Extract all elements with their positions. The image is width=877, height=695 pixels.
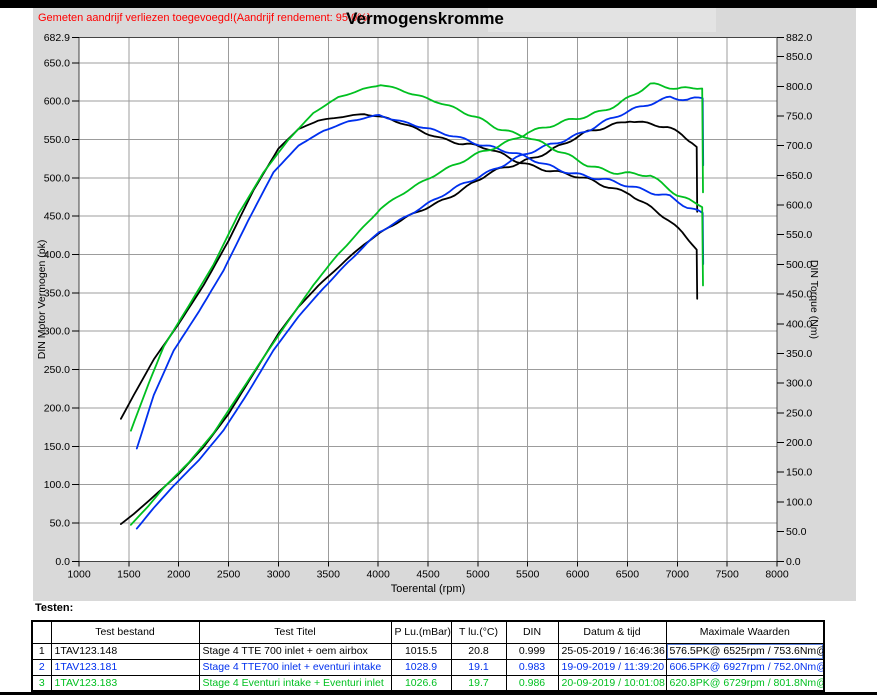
pressure-cell[interactable]: 1026.6: [390, 674, 452, 692]
svg-text:350.0: 350.0: [786, 348, 812, 360]
svg-text:100.0: 100.0: [44, 479, 70, 491]
col-header-max-values: Maximale Waarden: [665, 620, 825, 644]
svg-text:400.0: 400.0: [786, 318, 812, 330]
svg-text:250.0: 250.0: [44, 364, 70, 376]
pressure-cell[interactable]: 1028.9: [390, 658, 452, 676]
max-values-cell[interactable]: 606.5PK@ 6927rpm / 752.0Nm@ 4010rpm: [665, 658, 825, 676]
svg-text:6500: 6500: [616, 568, 640, 580]
svg-text:6000: 6000: [566, 568, 590, 580]
svg-text:500.0: 500.0: [786, 259, 812, 271]
svg-text:5500: 5500: [516, 568, 540, 580]
test-file-cell[interactable]: 1TAV123.181: [50, 658, 200, 676]
col-header-datetime: Datum & tijd: [557, 620, 667, 644]
table-row[interactable]: 2 1TAV123.181 Stage 4 TTE700 inlet + eve…: [31, 658, 825, 676]
svg-text:200.0: 200.0: [44, 402, 70, 414]
svg-text:550.0: 550.0: [44, 134, 70, 146]
svg-text:150.0: 150.0: [786, 467, 812, 479]
svg-text:DIN Torque (Nm): DIN Torque (Nm): [808, 260, 820, 339]
svg-text:800.0: 800.0: [786, 81, 812, 93]
title-backdrop: [488, 8, 716, 32]
max-values-cell[interactable]: 620.8PK@ 6729rpm / 801.8Nm@ 4025rpm: [665, 674, 825, 692]
svg-text:3000: 3000: [267, 568, 291, 580]
temperature-cell[interactable]: 19.7: [450, 674, 507, 692]
svg-text:450.0: 450.0: [44, 211, 70, 223]
svg-text:2000: 2000: [167, 568, 191, 580]
svg-text:50.0: 50.0: [50, 517, 71, 529]
svg-text:650.0: 650.0: [786, 170, 812, 182]
din-cell[interactable]: 0.983: [505, 658, 559, 676]
row-number: 2: [31, 658, 52, 676]
svg-text:3500: 3500: [317, 568, 341, 580]
test-file-cell[interactable]: 1TAV123.148: [50, 642, 200, 660]
svg-text:Toerental (rpm): Toerental (rpm): [391, 583, 466, 595]
test-title-cell[interactable]: Stage 4 TTE700 inlet + eventuri intake: [198, 658, 392, 676]
table-header-row: Test bestand Test Titel P Lu.(mBar) T lu…: [31, 620, 825, 644]
test-title-cell[interactable]: Stage 4 Eventuri intake + Eventuri inlet: [198, 674, 392, 692]
svg-text:350.0: 350.0: [44, 287, 70, 299]
svg-text:50.0: 50.0: [786, 526, 807, 538]
dyno-chart: 682.9 650.0 600.0 550.0 500.0 450.0 400.0 350.0…: [36, 32, 820, 595]
svg-text:882.0: 882.0: [786, 32, 812, 44]
tests-table: Test bestand Test Titel P Lu.(mBar) T lu…: [31, 620, 825, 692]
svg-text:4500: 4500: [416, 568, 440, 580]
col-header-test-title: Test Titel: [198, 620, 392, 644]
svg-text:550.0: 550.0: [786, 229, 812, 241]
svg-text:500.0: 500.0: [44, 172, 70, 184]
svg-text:0.0: 0.0: [55, 556, 70, 568]
svg-text:7000: 7000: [666, 568, 690, 580]
svg-text:700.0: 700.0: [786, 140, 812, 152]
svg-text:8000: 8000: [765, 568, 789, 580]
svg-text:650.0: 650.0: [44, 57, 70, 69]
svg-text:600.0: 600.0: [44, 96, 70, 108]
table-row[interactable]: 1 1TAV123.148 Stage 4 TTE 700 inlet + oe…: [31, 642, 825, 660]
drivetrain-loss-note: Gemeten aandrijf verliezen toegevoegd!(A…: [38, 12, 371, 24]
svg-text:250.0: 250.0: [786, 407, 812, 419]
col-header-index: [31, 620, 52, 644]
svg-text:2500: 2500: [217, 568, 241, 580]
temperature-cell[interactable]: 19.1: [450, 658, 507, 676]
svg-text:150.0: 150.0: [44, 441, 70, 453]
svg-text:300.0: 300.0: [786, 378, 812, 390]
pressure-cell[interactable]: 1015.5: [390, 642, 452, 660]
svg-text:5000: 5000: [466, 568, 490, 580]
datetime-cell[interactable]: 25-05-2019 / 16:46:36: [557, 642, 667, 660]
chart-title: Vermogenskromme: [346, 9, 504, 28]
col-header-temperature: T lu.(°C): [450, 620, 507, 644]
svg-text:850.0: 850.0: [786, 51, 812, 63]
svg-text:300.0: 300.0: [44, 326, 70, 338]
din-cell[interactable]: 0.986: [505, 674, 559, 692]
table-row[interactable]: 3 1TAV123.183 Stage 4 Eventuri intake + …: [31, 674, 825, 692]
svg-text:1000: 1000: [67, 568, 91, 580]
svg-text:450.0: 450.0: [786, 289, 812, 301]
col-header-din: DIN: [505, 620, 559, 644]
svg-text:4000: 4000: [366, 568, 390, 580]
datetime-cell[interactable]: 19-09-2019 / 11:39:20: [557, 658, 667, 676]
chart-panel: Gemeten aandrijf verliezen toegevoegd!(A…: [33, 8, 856, 601]
svg-text:750.0: 750.0: [786, 110, 812, 122]
test-title-cell[interactable]: Stage 4 TTE 700 inlet + oem airbox: [198, 642, 392, 660]
svg-text:7500: 7500: [715, 568, 739, 580]
tests-heading: Testen:: [35, 602, 74, 614]
test-file-cell[interactable]: 1TAV123.183: [50, 674, 200, 692]
col-header-test-file: Test bestand: [50, 620, 200, 644]
svg-text:0.0: 0.0: [786, 556, 801, 568]
svg-text:682.9: 682.9: [44, 32, 70, 44]
temperature-cell[interactable]: 20.8: [450, 642, 507, 660]
svg-text:200.0: 200.0: [786, 437, 812, 449]
svg-text:400.0: 400.0: [44, 249, 70, 261]
col-header-pressure: P Lu.(mBar): [390, 620, 452, 644]
bottom-border: [0, 692, 877, 695]
datetime-cell[interactable]: 20-09-2019 / 10:01:08: [557, 674, 667, 692]
svg-text:100.0: 100.0: [786, 496, 812, 508]
row-number: 3: [31, 674, 52, 692]
top-border: [0, 0, 877, 8]
svg-text:1500: 1500: [117, 568, 141, 580]
svg-text:DIN Motor Vermogen (pk): DIN Motor Vermogen (pk): [36, 240, 48, 360]
row-number: 1: [31, 642, 52, 660]
max-values-cell[interactable]: 576.5PK@ 6525rpm / 753.6Nm@ 3863rpm: [665, 642, 825, 660]
svg-text:600.0: 600.0: [786, 200, 812, 212]
din-cell[interactable]: 0.999: [505, 642, 559, 660]
